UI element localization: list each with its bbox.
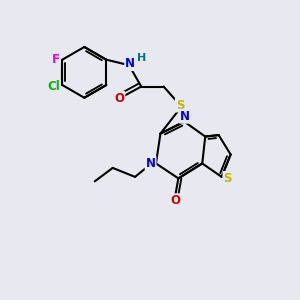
Text: N: N <box>180 110 190 123</box>
Text: O: O <box>114 92 124 105</box>
Text: N: N <box>146 157 156 170</box>
Text: N: N <box>125 57 135 70</box>
Text: S: S <box>176 99 184 112</box>
Text: S: S <box>224 172 232 185</box>
Text: Cl: Cl <box>47 80 60 93</box>
Text: O: O <box>170 194 180 207</box>
Text: F: F <box>52 53 60 66</box>
Text: H: H <box>136 52 146 63</box>
